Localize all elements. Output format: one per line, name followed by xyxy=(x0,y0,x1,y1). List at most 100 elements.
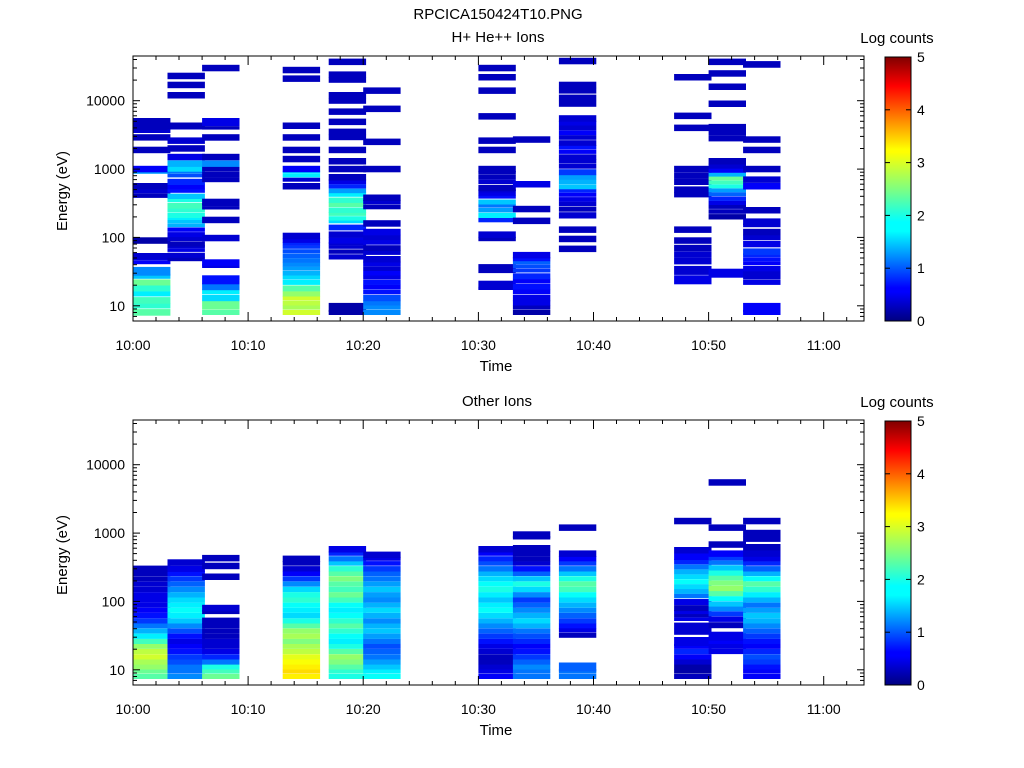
heatmap-cell xyxy=(558,628,597,633)
heatmap-cell xyxy=(363,305,401,310)
heatmap-cell xyxy=(558,597,597,603)
heatmap-cell xyxy=(512,251,551,259)
x-tick-label: 11:00 xyxy=(807,337,841,353)
heatmap-cell xyxy=(328,220,367,224)
heatmap-cell xyxy=(202,216,240,224)
heatmap-cell xyxy=(558,125,597,131)
heatmap-cell xyxy=(363,607,401,613)
heatmap-cell xyxy=(743,275,781,280)
heatmap-cell xyxy=(674,559,712,565)
colorbar-ticks: 0 1 2 3 4 5 xyxy=(885,413,925,693)
heatmap-cell xyxy=(674,664,712,670)
heatmap-cell xyxy=(558,154,597,160)
colorbar-label: Log counts xyxy=(860,30,933,47)
heatmap-cell xyxy=(363,638,401,644)
heatmap-cell xyxy=(363,87,401,94)
heatmap-cell xyxy=(282,291,321,297)
heatmap-cell xyxy=(743,176,781,183)
heatmap-cell xyxy=(743,165,781,173)
heatmap-cell xyxy=(167,252,205,258)
x-tick-label: 10:00 xyxy=(115,701,150,717)
heatmap-cell xyxy=(512,257,551,262)
heatmap-cell xyxy=(674,574,712,580)
heatmap-cell xyxy=(167,602,205,608)
heatmap-cell xyxy=(282,633,321,639)
heatmap-cell xyxy=(133,649,171,655)
heatmap-cell xyxy=(167,137,205,144)
heatmap-cell xyxy=(708,123,746,131)
heatmap-cell xyxy=(708,188,746,193)
heatmap-cell xyxy=(167,586,205,593)
heatmap-cell xyxy=(328,643,367,649)
heatmap-cell xyxy=(202,309,240,315)
heatmap-cell xyxy=(558,81,597,89)
heatmap-cell xyxy=(167,236,205,242)
heatmap-cell xyxy=(743,223,781,228)
heatmap-cell xyxy=(202,664,240,670)
heatmap-cell xyxy=(202,118,240,125)
heatmap-cell xyxy=(167,72,205,80)
heatmap-cell xyxy=(363,261,401,267)
heatmap-cell xyxy=(558,149,597,154)
y-tick-label: 10000 xyxy=(86,93,125,109)
heatmap-cell xyxy=(674,649,712,655)
heatmap-cell xyxy=(328,669,367,674)
heatmap-cell xyxy=(167,220,205,224)
heatmap-cell xyxy=(743,529,781,537)
colorbar-tick-label: 0 xyxy=(917,677,925,693)
heatmap-cell xyxy=(743,248,781,255)
heatmap-cell xyxy=(363,628,401,634)
heatmap-cell xyxy=(167,643,205,649)
heatmap-cell xyxy=(512,633,551,639)
heatmap-cell xyxy=(133,565,171,573)
heatmap-cell xyxy=(708,606,746,612)
heatmap-cell xyxy=(167,145,205,152)
heatmap-cell xyxy=(282,165,321,173)
heatmap-cell xyxy=(202,198,240,206)
heatmap-cell xyxy=(328,174,367,181)
heatmap-cell xyxy=(363,309,401,315)
heatmap-cell xyxy=(512,673,551,679)
heatmap-cell xyxy=(282,613,321,619)
y-axis-label: Energy (eV) xyxy=(54,151,71,231)
heatmap-cell xyxy=(743,536,781,542)
heatmap-cell xyxy=(328,118,367,126)
heatmap-cell xyxy=(133,253,171,260)
heatmap-cell xyxy=(133,576,171,582)
heatmap-cell xyxy=(363,220,401,227)
heatmap-cell xyxy=(202,623,240,629)
heatmap-cell xyxy=(708,200,746,205)
heatmap-cell xyxy=(363,228,401,236)
panel-title: H+ He++ Ions xyxy=(452,29,545,46)
heatmap-cell xyxy=(674,610,712,615)
heatmap-cell xyxy=(558,245,597,253)
heatmap-cell xyxy=(743,253,781,257)
heatmap-cell xyxy=(558,561,597,566)
heatmap-cell xyxy=(512,659,551,665)
heatmap-cell xyxy=(478,576,516,582)
heatmap-cell xyxy=(478,113,516,120)
heatmap-cell xyxy=(282,607,321,613)
heatmap-cell xyxy=(478,659,516,665)
heatmap-cell xyxy=(708,580,746,586)
heatmap-cell xyxy=(512,268,551,273)
heatmap-cell xyxy=(743,649,781,655)
heatmap-cell xyxy=(167,571,205,576)
heatmap-cell xyxy=(328,165,367,173)
heatmap-cell xyxy=(743,607,781,613)
heatmap-cell xyxy=(708,214,746,220)
x-axis-label: Time xyxy=(480,358,513,375)
colorbar-tick-label: 5 xyxy=(917,49,925,65)
heatmap-cell xyxy=(512,205,551,213)
heatmap-cell xyxy=(328,71,367,78)
heatmap-cell xyxy=(167,81,205,89)
heatmap-cell xyxy=(133,613,171,619)
heatmap-cell xyxy=(558,120,597,126)
heatmap-cell xyxy=(674,186,712,193)
heatmap-cell xyxy=(202,126,240,130)
heatmap-cell xyxy=(478,592,516,598)
x-tick-label: 10:10 xyxy=(231,701,266,717)
heatmap-cell xyxy=(328,602,367,608)
